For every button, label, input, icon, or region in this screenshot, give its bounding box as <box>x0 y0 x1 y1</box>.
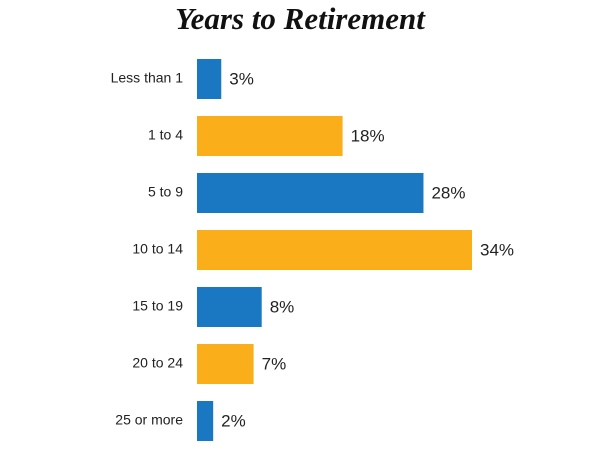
value-label: 7% <box>262 354 287 373</box>
bar <box>197 59 222 99</box>
value-label: 3% <box>229 69 254 88</box>
chart-title: Years to Retirement <box>175 1 426 36</box>
value-label: 2% <box>221 411 246 430</box>
bar <box>197 401 214 441</box>
category-label: 15 to 19 <box>132 298 183 314</box>
value-label: 8% <box>270 297 295 316</box>
bar <box>197 230 472 270</box>
category-label: 1 to 4 <box>148 127 183 143</box>
bar <box>197 173 424 213</box>
value-label: 18% <box>351 126 385 145</box>
bar <box>197 344 254 384</box>
category-label: 20 to 24 <box>132 355 183 371</box>
category-label: 25 or more <box>115 412 183 428</box>
bar <box>197 287 262 327</box>
bar <box>197 116 343 156</box>
category-label: 5 to 9 <box>148 184 183 200</box>
value-label: 28% <box>431 183 465 202</box>
value-label: 34% <box>480 240 514 259</box>
category-label: Less than 1 <box>111 70 184 86</box>
category-label: 10 to 14 <box>132 241 183 257</box>
